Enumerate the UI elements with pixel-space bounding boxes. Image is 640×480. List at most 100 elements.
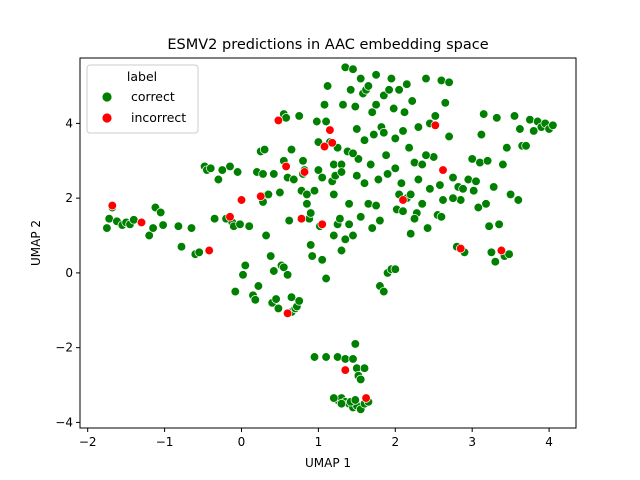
point-correct-116 — [406, 229, 416, 239]
legend-title: label — [127, 69, 157, 84]
point-correct-108 — [390, 133, 400, 144]
point-incorrect-10 — [299, 167, 310, 177]
point-correct-117 — [407, 96, 417, 106]
legend-label-correct: correct — [131, 89, 175, 104]
point-correct-210 — [336, 167, 347, 177]
point-correct-7 — [129, 215, 139, 225]
x-tick-label: 1 — [315, 435, 323, 449]
point-incorrect-2 — [204, 245, 214, 256]
point-correct-103 — [381, 150, 391, 160]
point-correct-145 — [476, 129, 487, 140]
point-correct-72 — [321, 116, 331, 127]
point-correct-158 — [504, 249, 514, 259]
plot-frame — [79, 57, 577, 429]
point-correct-139 — [463, 174, 473, 185]
point-correct-10 — [148, 223, 158, 233]
point-correct-226 — [340, 354, 350, 364]
point-correct-224 — [321, 352, 331, 362]
point-correct-166 — [529, 126, 539, 136]
point-correct-24 — [217, 165, 227, 175]
point-correct-194 — [390, 264, 400, 274]
point-correct-66 — [309, 186, 320, 196]
point-incorrect-16 — [361, 393, 371, 403]
legend-marker-incorrect — [101, 112, 113, 124]
point-correct-211 — [348, 148, 358, 158]
point-correct-121 — [417, 159, 427, 170]
point-correct-79 — [335, 214, 345, 224]
point-correct-173 — [240, 260, 250, 271]
point-incorrect-21 — [496, 245, 507, 256]
point-correct-181 — [321, 273, 331, 284]
point-correct-205 — [302, 199, 312, 209]
point-correct-98 — [371, 70, 381, 80]
point-correct-88 — [352, 171, 362, 181]
point-correct-100 — [375, 215, 385, 226]
legend-marker-correct — [101, 91, 113, 103]
point-correct-183 — [336, 245, 347, 256]
point-correct-67 — [312, 116, 322, 127]
point-correct-0 — [102, 223, 112, 233]
point-correct-212 — [352, 124, 362, 134]
point-correct-208 — [329, 189, 339, 200]
point-correct-185 — [344, 219, 354, 229]
y-tick-label: −4 — [55, 415, 73, 429]
point-correct-189 — [371, 200, 381, 211]
point-correct-29 — [230, 286, 240, 297]
point-correct-58 — [294, 111, 304, 121]
point-incorrect-1 — [136, 217, 147, 228]
point-incorrect-6 — [273, 115, 284, 126]
legend-box — [86, 64, 199, 134]
point-correct-1 — [104, 214, 114, 224]
legend: label correct incorrect — [86, 64, 199, 134]
point-correct-128 — [435, 180, 445, 190]
point-correct-46 — [273, 303, 284, 314]
point-correct-110 — [394, 85, 404, 95]
y-tick-label: 0 — [65, 266, 73, 280]
point-correct-122 — [421, 73, 431, 84]
point-correct-55 — [289, 174, 299, 185]
x-tick-label: 0 — [238, 435, 246, 449]
point-correct-157 — [502, 143, 512, 153]
y-tick-label: −2 — [55, 341, 73, 355]
point-correct-112 — [398, 126, 408, 136]
x-tick-label: −2 — [79, 435, 97, 449]
chart-title: ESMV2 predictions in AAC embedding space — [167, 37, 488, 53]
point-correct-120 — [413, 122, 424, 132]
point-correct-111 — [396, 178, 407, 188]
point-correct-184 — [340, 234, 350, 244]
point-correct-64 — [306, 240, 316, 250]
point-correct-141 — [469, 186, 479, 196]
point-correct-22 — [209, 214, 220, 224]
point-correct-65 — [307, 251, 317, 261]
point-correct-21 — [206, 163, 216, 173]
point-correct-60 — [298, 156, 308, 166]
point-correct-44 — [269, 169, 279, 179]
point-incorrect-13 — [325, 125, 335, 135]
point-correct-15 — [176, 242, 187, 252]
x-tick-label: 3 — [468, 435, 476, 449]
point-correct-214 — [367, 107, 377, 117]
point-correct-106 — [386, 73, 397, 84]
point-correct-26 — [225, 161, 235, 172]
point-correct-152 — [490, 257, 500, 267]
point-correct-216 — [379, 128, 389, 138]
point-correct-203 — [286, 144, 297, 155]
point-correct-126 — [430, 111, 440, 121]
point-correct-206 — [306, 208, 316, 218]
point-correct-176 — [269, 266, 279, 276]
point-correct-187 — [356, 212, 366, 222]
point-correct-197 — [409, 214, 420, 224]
point-correct-118 — [409, 157, 420, 168]
point-correct-30 — [232, 167, 243, 177]
point-correct-125 — [429, 152, 439, 162]
point-correct-32 — [244, 221, 254, 231]
point-correct-70 — [317, 172, 327, 183]
point-correct-76 — [329, 159, 339, 170]
point-correct-94 — [363, 81, 374, 91]
point-incorrect-5 — [256, 191, 266, 201]
point-correct-105 — [384, 85, 394, 95]
point-correct-165 — [525, 115, 535, 125]
point-correct-71 — [319, 100, 330, 110]
point-correct-160 — [509, 111, 520, 121]
